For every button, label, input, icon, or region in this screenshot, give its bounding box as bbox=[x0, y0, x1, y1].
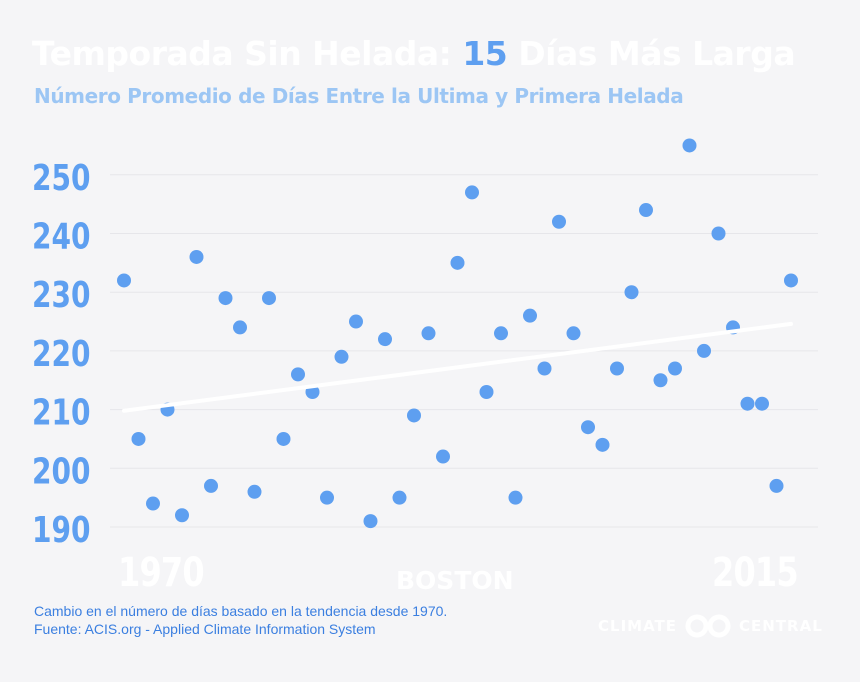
data-point bbox=[653, 373, 668, 388]
data-point bbox=[450, 255, 465, 270]
chart-subtitle: Número Promedio de Días Entre la Ultima … bbox=[34, 84, 684, 108]
city-label: BOSTON bbox=[396, 566, 514, 595]
y-tick-label: 190 bbox=[32, 509, 91, 551]
data-point bbox=[291, 367, 305, 382]
y-tick-label: 240 bbox=[32, 215, 91, 257]
data-point bbox=[465, 185, 479, 200]
y-tick-label: 200 bbox=[32, 450, 91, 492]
data-point bbox=[537, 361, 552, 376]
data-point bbox=[421, 326, 436, 341]
data-point bbox=[523, 308, 537, 323]
data-point bbox=[755, 396, 769, 411]
data-point bbox=[668, 361, 682, 376]
data-point bbox=[508, 490, 523, 505]
brand-right-text: CENTRAL bbox=[739, 617, 823, 635]
data-point bbox=[276, 431, 291, 446]
climate-central-logo: CLIMATE CENTRAL bbox=[598, 613, 823, 639]
chart-title: Temporada Sin Helada: 15 Días Más Larga bbox=[32, 34, 842, 73]
data-point bbox=[131, 431, 146, 446]
data-point bbox=[769, 478, 784, 493]
y-tick-label: 220 bbox=[32, 332, 91, 374]
y-tick-label: 230 bbox=[32, 274, 91, 316]
data-point bbox=[117, 273, 131, 288]
data-point bbox=[566, 326, 581, 341]
data-point bbox=[639, 203, 653, 218]
data-point bbox=[581, 420, 595, 435]
data-point bbox=[392, 490, 407, 505]
trend-note: Cambio en el número de días basado en la… bbox=[34, 603, 448, 619]
brand-left-text: CLIMATE bbox=[598, 617, 677, 635]
title-suffix: Días Más Larga bbox=[518, 34, 796, 73]
data-point bbox=[682, 138, 697, 153]
data-point bbox=[784, 273, 798, 288]
title-highlight: 15 bbox=[462, 34, 508, 73]
title-prefix: Temporada Sin Helada: bbox=[32, 34, 452, 73]
data-point bbox=[233, 320, 247, 335]
data-point bbox=[595, 437, 610, 452]
trend-line bbox=[122, 321, 793, 413]
year-start-label: 1970 bbox=[118, 550, 205, 596]
data-point bbox=[552, 214, 566, 229]
data-point bbox=[189, 249, 204, 264]
data-point bbox=[740, 396, 755, 411]
source-note: Fuente: ACIS.org - Applied Climate Infor… bbox=[34, 621, 376, 637]
data-point bbox=[436, 449, 450, 464]
y-tick-label: 250 bbox=[32, 156, 91, 198]
data-point bbox=[711, 226, 726, 241]
data-point bbox=[247, 484, 262, 499]
data-point bbox=[204, 478, 218, 493]
y-tick-label: 210 bbox=[32, 391, 91, 433]
data-point bbox=[262, 291, 276, 306]
data-point bbox=[363, 514, 378, 529]
data-point bbox=[349, 314, 363, 329]
data-point bbox=[146, 496, 160, 511]
data-point bbox=[378, 332, 392, 347]
data-point bbox=[320, 490, 334, 505]
data-point bbox=[610, 361, 624, 376]
data-point bbox=[218, 291, 233, 306]
data-point bbox=[697, 343, 711, 358]
data-point bbox=[624, 285, 639, 300]
data-point bbox=[494, 326, 508, 341]
data-point bbox=[407, 408, 421, 423]
data-point bbox=[479, 384, 494, 399]
logo-rings-icon bbox=[685, 614, 731, 638]
data-point bbox=[334, 349, 349, 364]
data-point bbox=[175, 508, 189, 523]
year-end-label: 2015 bbox=[712, 550, 799, 596]
